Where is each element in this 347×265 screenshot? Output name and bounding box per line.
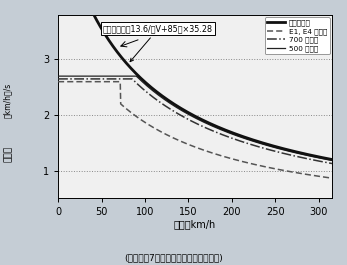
Text: 粘着基準値＝13.6/（V+85）×35.28: 粘着基準値＝13.6/（V+85）×35.28 xyxy=(103,24,213,62)
Text: （km/h）/s: （km/h）/s xyxy=(3,83,12,118)
Text: 減速度: 減速度 xyxy=(3,146,12,162)
Legend: 粘着基準値, E1, E4 系電車, 700 系電車, 500 系電車: 粘着基準値, E1, E4 系電車, 700 系電車, 500 系電車 xyxy=(265,17,330,54)
Text: (ブレーキ7ノッチ，走行抗抗考慮無し): (ブレーキ7ノッチ，走行抗抗考慮無し) xyxy=(124,253,223,262)
X-axis label: 速度　km/h: 速度 km/h xyxy=(174,219,216,229)
